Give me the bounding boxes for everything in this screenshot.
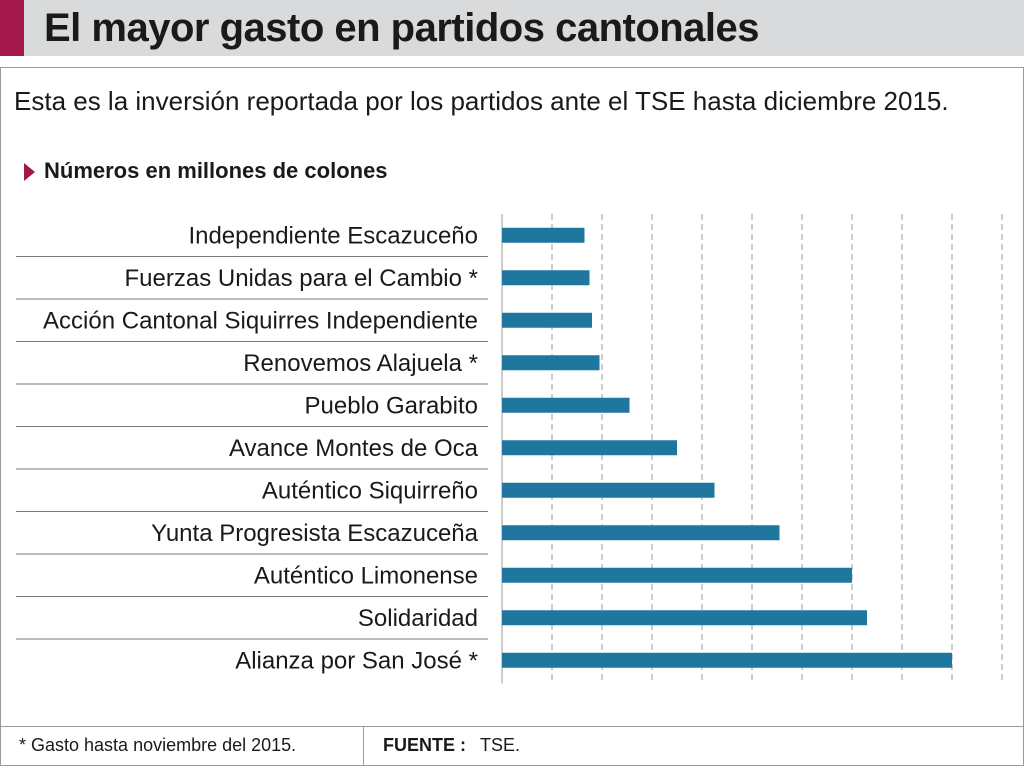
category-label: Alianza por San José *: [235, 647, 478, 674]
bar: [502, 440, 677, 456]
category-label: Acción Cantonal Siquirres Independiente: [43, 307, 478, 334]
bar: [502, 397, 630, 413]
footer: * Gasto hasta noviembre del 2015. FUENTE…: [0, 726, 1024, 766]
title-band: [0, 0, 1024, 56]
bar: [502, 355, 600, 371]
x-tick-label: 6: [647, 698, 658, 701]
units-arrow-icon: [24, 163, 35, 181]
bar-chart: Independiente Escazuceño Fuerzas Unidas p…: [16, 214, 1013, 701]
x-tick-label: 18: [941, 698, 962, 701]
category-label: Renovemos Alajuela *: [243, 350, 478, 377]
x-tick-label: 14: [841, 698, 863, 701]
x-tick-label: 2: [547, 698, 558, 701]
x-tick-label: 10: [741, 698, 762, 701]
category-label: Yunta Progresista Escazuceña: [151, 520, 479, 547]
title-accent-bar: [0, 0, 24, 56]
chart-title: El mayor gasto en partidos cantonales: [44, 6, 760, 50]
x-tick-label: 12: [791, 698, 812, 701]
bar: [502, 270, 590, 286]
bar: [502, 482, 715, 498]
category-label: Auténtico Siquirreño: [262, 477, 478, 504]
category-label: Independiente Escazuceño: [188, 222, 478, 249]
source: FUENTE : TSE.: [383, 735, 520, 756]
bar: [502, 610, 867, 626]
chart-subtitle: Esta es la inversión reportada por los p…: [14, 86, 949, 116]
category-label: Pueblo Garabito: [305, 392, 478, 419]
x-tick-label: 16: [891, 698, 912, 701]
units-label: Números en millones de colones: [44, 158, 388, 183]
bar: [502, 567, 852, 583]
bar: [502, 227, 585, 243]
x-tick-label: 4: [597, 698, 608, 701]
footnote: * Gasto hasta noviembre del 2015.: [19, 735, 297, 755]
bar: [502, 525, 780, 541]
source-label: FUENTE :: [383, 735, 466, 755]
category-label: Solidaridad: [358, 605, 478, 632]
footer-divider: [363, 727, 364, 765]
x-tick-label: 0: [497, 698, 508, 701]
category-label: Avance Montes de Oca: [229, 435, 479, 462]
category-label: Fuerzas Unidas para el Cambio *: [125, 265, 479, 292]
bar: [502, 312, 592, 328]
bar: [502, 652, 952, 668]
x-tick-label: 20: [991, 698, 1012, 701]
category-label: Auténtico Limonense: [254, 562, 478, 589]
x-tick-label: 8: [697, 698, 708, 701]
source-value: TSE.: [480, 735, 521, 755]
